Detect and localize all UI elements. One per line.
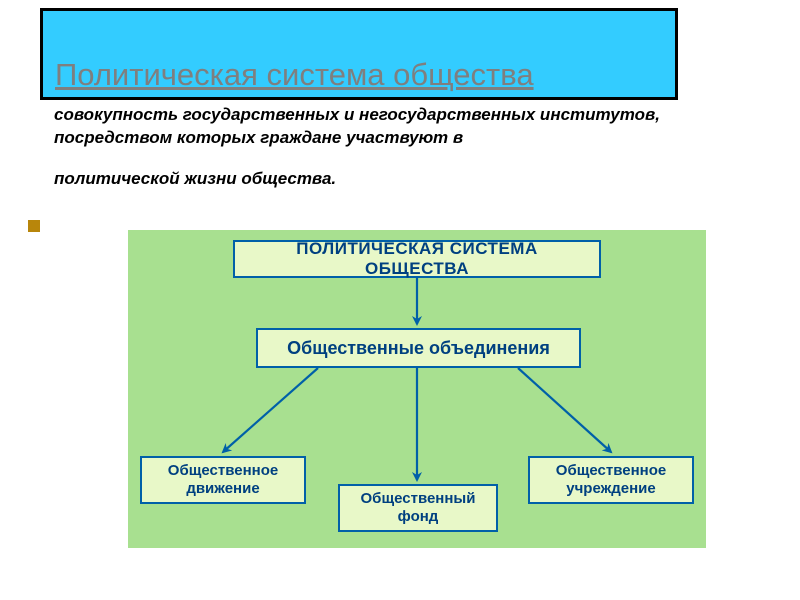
title-container: Политическая система общества bbox=[40, 8, 678, 100]
node-institution: Общественное учреждение bbox=[528, 456, 694, 504]
node-movement: Общественное движение bbox=[140, 456, 306, 504]
diagram-panel: ПОЛИТИЧЕСКАЯ СИСТЕМА ОБЩЕСТВА Общественн… bbox=[128, 230, 706, 548]
title-bg: Политическая система общества bbox=[43, 11, 675, 97]
node-associations-label: Общественные объединения bbox=[287, 338, 550, 359]
page-title: Политическая система общества bbox=[55, 57, 534, 93]
subtitle-block: совокупность государственных и негосудар… bbox=[54, 104, 674, 191]
node-fund-label: Общественный фонд bbox=[348, 490, 488, 526]
node-movement-label: Общественное движение bbox=[150, 462, 296, 498]
node-root: ПОЛИТИЧЕСКАЯ СИСТЕМА ОБЩЕСТВА bbox=[233, 240, 601, 278]
bullet-icon bbox=[28, 220, 40, 232]
node-fund: Общественный фонд bbox=[338, 484, 498, 532]
subtitle-line-2: политической жизни общества. bbox=[54, 168, 674, 191]
node-root-label: ПОЛИТИЧЕСКАЯ СИСТЕМА ОБЩЕСТВА bbox=[243, 239, 591, 279]
node-associations: Общественные объединения bbox=[256, 328, 581, 368]
node-institution-label: Общественное учреждение bbox=[538, 462, 684, 498]
subtitle-text: совокупность государственных и негосудар… bbox=[54, 104, 674, 191]
subtitle-line-1: совокупность государственных и негосудар… bbox=[54, 105, 660, 147]
